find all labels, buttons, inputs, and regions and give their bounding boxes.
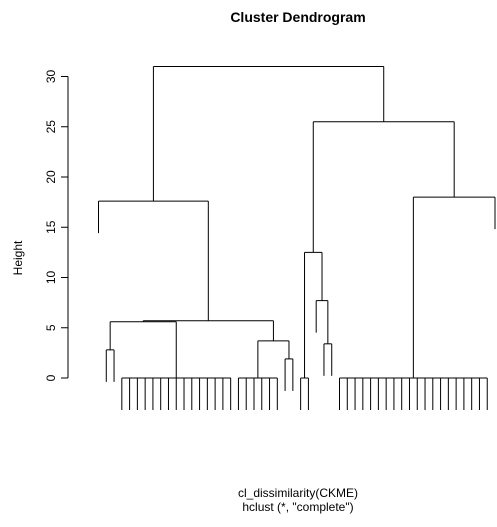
y-tick-label: 25 bbox=[44, 120, 58, 134]
x-axis-label: cl_dissimilarity(CKME) bbox=[238, 486, 358, 500]
y-tick-label: 5 bbox=[44, 324, 58, 331]
y-tick-label: 20 bbox=[44, 170, 58, 184]
y-tick-label: 10 bbox=[44, 271, 58, 285]
chart-title: Cluster Dendrogram bbox=[230, 9, 365, 25]
y-axis: 0 5 10 15 20 25 30 bbox=[44, 70, 69, 381]
y-tick-label: 30 bbox=[44, 70, 58, 84]
dendrogram-tree bbox=[98, 65, 496, 410]
y-tick-label: 0 bbox=[44, 374, 58, 381]
y-axis-label: Height bbox=[11, 240, 25, 275]
y-tick-label: 15 bbox=[44, 220, 58, 234]
sub-caption: hclust (*, "complete") bbox=[242, 500, 353, 514]
